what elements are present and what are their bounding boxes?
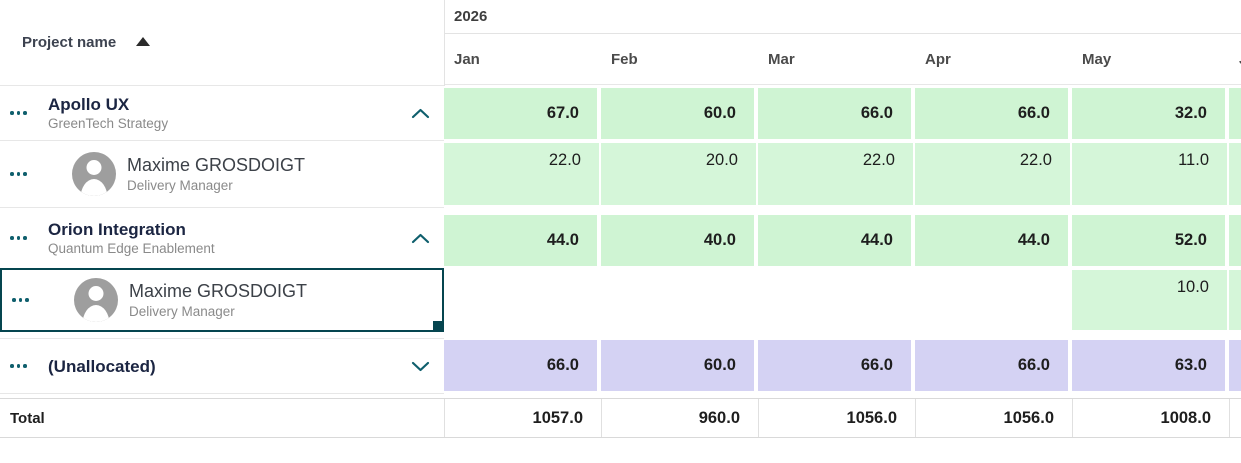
allocation-cell[interactable]: 22.0 — [758, 141, 915, 208]
unallocated-value-cell[interactable]: 66.0 — [758, 338, 915, 394]
person-role: Delivery Manager — [127, 177, 233, 193]
chevron-up-icon[interactable] — [411, 233, 430, 244]
row-menu-ellipsis-icon[interactable] — [0, 236, 38, 240]
selection-fill-handle[interactable] — [433, 321, 442, 330]
allocation-cell[interactable]: 10.0 — [1072, 268, 1229, 332]
allocation-cell-empty[interactable] — [444, 268, 601, 332]
unallocated-value-cell[interactable]: 60.0 — [601, 338, 758, 394]
months-header: Jan Feb Mar Apr May Jun — [445, 34, 1241, 85]
allocation-cell-empty[interactable] — [915, 268, 1072, 332]
unallocated-value-cell[interactable]: 63.0 — [1072, 338, 1229, 394]
allocation-cell[interactable]: 44.0 — [444, 208, 601, 268]
table-row-apollo-ux: Apollo UX GreenTech Strategy 67.0 60.0 6… — [0, 86, 1241, 141]
allocation-cell-empty[interactable] — [758, 268, 915, 332]
allocation-cell-partial[interactable] — [1229, 268, 1241, 332]
allocation-cell-partial[interactable] — [1229, 141, 1241, 208]
allocation-cell[interactable]: 11.0 — [1072, 141, 1229, 208]
total-value-cell: 1056.0 — [758, 399, 915, 437]
unallocated-value-cell-partial[interactable] — [1229, 338, 1241, 394]
timeline-header: 2026 Jan Feb Mar Apr May Jun — [444, 0, 1241, 86]
total-label: Total — [10, 409, 45, 427]
month-header-feb: Feb — [611, 50, 638, 68]
row-menu-ellipsis-icon[interactable] — [0, 172, 38, 176]
project-cell-apollo-ux[interactable]: Apollo UX GreenTech Strategy — [0, 86, 444, 141]
person-cell[interactable]: Maxime GROSDOIGT Delivery Manager — [0, 141, 444, 208]
month-header-mar: Mar — [768, 50, 795, 68]
total-value-cell: 1056.0 — [915, 399, 1072, 437]
allocation-cell[interactable]: 66.0 — [758, 86, 915, 141]
allocation-cell[interactable]: 66.0 — [915, 86, 1072, 141]
month-header-may: May — [1082, 50, 1112, 68]
project-name-header-label: Project name — [22, 34, 117, 51]
project-subtitle: GreenTech Strategy — [48, 115, 169, 131]
row-menu-ellipsis-icon[interactable] — [2, 298, 40, 302]
allocation-cell-empty[interactable] — [601, 268, 758, 332]
allocation-cell[interactable]: 60.0 — [601, 86, 758, 141]
table-row-person-2-selected: Maxime GROSDOIGT Delivery Manager 10.0 — [0, 268, 1241, 332]
table-row-orion-integration: Orion Integration Quantum Edge Enablemen… — [0, 208, 1241, 268]
allocation-cell[interactable]: 67.0 — [444, 86, 601, 141]
month-header-apr: Apr — [925, 50, 951, 68]
avatar — [72, 152, 116, 196]
total-value-cell: 960.0 — [601, 399, 758, 437]
unallocated-cell[interactable]: (Unallocated) — [0, 338, 444, 394]
total-value-cell: 1008.0 — [1072, 399, 1229, 437]
month-header-jan: Jan — [454, 50, 480, 68]
unallocated-title: (Unallocated) — [48, 356, 156, 376]
allocation-cell[interactable]: 44.0 — [915, 208, 1072, 268]
unallocated-value-cell[interactable]: 66.0 — [444, 338, 601, 394]
total-value-cell: 1057.0 — [444, 399, 601, 437]
project-cell-orion-integration[interactable]: Orion Integration Quantum Edge Enablemen… — [0, 208, 444, 268]
allocation-cell[interactable]: 44.0 — [758, 208, 915, 268]
person-name: Maxime GROSDOIGT — [127, 154, 306, 175]
year-header: 2026 — [445, 0, 1241, 34]
total-label-cell: Total — [0, 399, 444, 437]
table-row-person-1: Maxime GROSDOIGT Delivery Manager 22.0 2… — [0, 141, 1241, 208]
project-name-column-header[interactable]: Project name — [0, 0, 444, 86]
row-menu-ellipsis-icon[interactable] — [0, 111, 38, 115]
allocation-cell[interactable]: 32.0 — [1072, 86, 1229, 141]
month-header-jun: Jun — [1230, 51, 1241, 68]
unallocated-value-cell[interactable]: 66.0 — [915, 338, 1072, 394]
person-name: Maxime GROSDOIGT — [129, 280, 308, 301]
allocation-cell[interactable]: 52.0 — [1072, 208, 1229, 268]
chevron-up-icon[interactable] — [411, 108, 430, 119]
allocation-cell[interactable]: 40.0 — [601, 208, 758, 268]
allocation-cell[interactable]: 22.0 — [915, 141, 1072, 208]
sort-ascending-icon[interactable] — [136, 37, 151, 46]
project-subtitle: Quantum Edge Enablement — [48, 240, 215, 256]
project-title: Apollo UX — [48, 94, 130, 114]
project-title: Orion Integration — [48, 219, 186, 239]
avatar — [74, 278, 118, 322]
allocation-cell-partial[interactable] — [1229, 208, 1241, 268]
row-menu-ellipsis-icon[interactable] — [0, 364, 38, 368]
total-row: Total 1057.0 960.0 1056.0 1056.0 1008.0 — [0, 398, 1241, 438]
person-role: Delivery Manager — [129, 303, 235, 319]
chevron-down-icon[interactable] — [411, 361, 430, 372]
total-value-cell-partial — [1229, 399, 1241, 437]
person-cell-selected[interactable]: Maxime GROSDOIGT Delivery Manager — [0, 268, 444, 332]
grid-header: Project name 2026 Jan Feb Mar Apr May Ju… — [0, 0, 1241, 86]
allocation-cell[interactable]: 20.0 — [601, 141, 758, 208]
allocation-cell[interactable]: 22.0 — [444, 141, 601, 208]
table-row-unallocated: (Unallocated) 66.0 60.0 66.0 66.0 63.0 — [0, 338, 1241, 394]
year-label: 2026 — [454, 8, 488, 25]
allocation-cell-partial[interactable] — [1229, 86, 1241, 141]
